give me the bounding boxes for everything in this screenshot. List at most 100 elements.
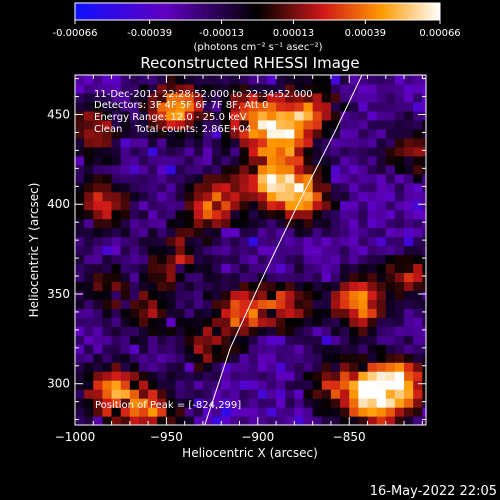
heatmap-cell — [266, 236, 277, 247]
heatmap-cell — [385, 308, 396, 318]
heatmap-cell — [102, 101, 113, 112]
heatmap-cell — [175, 227, 186, 238]
heatmap-cell — [376, 281, 387, 291]
heatmap-cell — [129, 407, 140, 417]
heatmap-cell — [422, 191, 426, 202]
heatmap-cell — [404, 227, 414, 238]
heatmap-cell — [157, 290, 168, 300]
heatmap-cell — [340, 308, 350, 318]
heatmap-cell — [349, 398, 359, 408]
heatmap-cell — [285, 209, 295, 220]
heatmap-cell — [294, 308, 305, 318]
heatmap-cell — [166, 191, 177, 202]
heatmap-cell — [93, 290, 104, 300]
heatmap-cell — [175, 263, 186, 274]
heatmap-cell — [84, 389, 94, 399]
heatmap-cell — [84, 335, 94, 345]
heatmap-cell — [239, 245, 250, 256]
heatmap-cell — [193, 281, 204, 291]
heatmap-cell — [340, 245, 350, 256]
heatmap-cell — [349, 353, 359, 363]
heatmap-cell — [93, 416, 104, 425]
heatmap-cell — [75, 398, 85, 408]
heatmap-cell — [148, 227, 158, 238]
heatmap-cell — [230, 254, 241, 265]
heatmap-cell — [129, 254, 140, 265]
heatmap-cell — [202, 128, 213, 139]
heatmap-cell — [202, 344, 213, 354]
heatmap-cell — [349, 218, 359, 229]
heatmap-cell — [157, 137, 168, 148]
heatmap-cell — [184, 290, 195, 300]
heatmap-cell — [266, 326, 277, 336]
heatmap-cell — [193, 236, 204, 247]
heatmap-cell — [111, 353, 122, 363]
heatmap-cell — [202, 389, 213, 399]
heatmap-cell — [376, 83, 387, 94]
heatmap-cell — [266, 263, 277, 274]
heatmap-cell — [422, 317, 426, 327]
heatmap-cell — [84, 164, 94, 175]
heatmap-cell — [212, 398, 222, 408]
heatmap-cell — [394, 155, 405, 166]
heatmap-cell — [75, 362, 85, 372]
heatmap-cell — [376, 182, 387, 193]
heatmap-cell — [385, 191, 396, 202]
heatmap-cell — [193, 389, 204, 399]
heatmap-cell — [340, 110, 350, 121]
heatmap-cell — [285, 110, 295, 121]
heatmap-cell — [394, 326, 405, 336]
heatmap-cell — [404, 119, 414, 130]
heatmap-cell — [84, 191, 94, 202]
heatmap-cell — [157, 407, 168, 417]
heatmap-cell — [385, 182, 396, 193]
heatmap-cell — [84, 182, 94, 193]
heatmap-cell — [221, 101, 231, 112]
heatmap-cell — [330, 173, 341, 184]
colorbar-units-label: (photons cm⁻² s⁻¹ asec⁻²) — [193, 42, 322, 53]
heatmap-cell — [84, 299, 94, 309]
heatmap-cell — [129, 209, 140, 220]
heatmap-cell — [221, 254, 231, 265]
heatmap-cell — [266, 380, 277, 390]
heatmap-cell — [120, 227, 131, 238]
heatmap-cell — [93, 335, 104, 345]
heatmap-cell — [385, 137, 396, 148]
heatmap-cell — [303, 146, 314, 157]
heatmap-cell — [111, 299, 122, 309]
heatmap-cell — [138, 398, 149, 408]
heatmap-cell — [212, 416, 222, 425]
heatmap-cell — [266, 335, 277, 345]
heatmap-cell — [330, 119, 341, 130]
heatmap-cell — [340, 407, 350, 417]
heatmap-cell — [111, 245, 122, 256]
heatmap-cell — [404, 155, 414, 166]
heatmap-cell — [230, 380, 241, 390]
heatmap-cell — [102, 407, 113, 417]
heatmap-cell — [184, 128, 195, 139]
heatmap-cell — [266, 146, 277, 157]
heatmap-cell — [138, 101, 149, 112]
heatmap-cell — [330, 254, 341, 265]
heatmap-cell — [138, 83, 149, 94]
heatmap-cell — [340, 317, 350, 327]
heatmap-cell — [367, 416, 378, 425]
heatmap-cell — [148, 290, 158, 300]
heatmap-cell — [413, 119, 423, 130]
heatmap-cell — [276, 254, 286, 265]
heatmap-cell — [84, 200, 94, 211]
heatmap-cell — [303, 209, 314, 220]
heatmap-cell — [349, 119, 359, 130]
heatmap-cell — [404, 254, 414, 265]
heatmap-cell — [166, 308, 177, 318]
heatmap-cell — [248, 407, 259, 417]
axis-ticks — [74, 75, 426, 425]
heatmap-cell — [276, 344, 286, 354]
heatmap-cell — [303, 272, 314, 283]
heatmap-cell — [221, 326, 231, 336]
heatmap-cell — [184, 308, 195, 318]
heatmap-cell — [230, 75, 241, 85]
heatmap-cell — [349, 272, 359, 283]
heatmap-cell — [157, 371, 168, 381]
heatmap-cell — [349, 317, 359, 327]
